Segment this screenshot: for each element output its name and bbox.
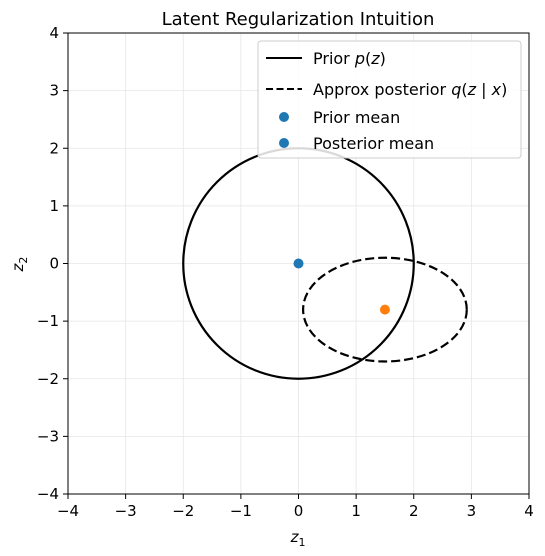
- legend-prior-func: p: [354, 49, 365, 68]
- y-tick-label: −4: [37, 485, 59, 503]
- y-axis-title-main: z: [9, 262, 27, 272]
- x-tick-label: −1: [230, 502, 252, 520]
- x-tick-label: 3: [467, 502, 477, 520]
- legend-box: [257, 40, 522, 159]
- legend-label-posterior: Approx posterior q(z | x): [313, 80, 507, 99]
- y-axis-title-sub: 2: [17, 257, 30, 264]
- legend-prior-prefix: Prior: [313, 49, 355, 68]
- x-tick-label: −2: [172, 502, 194, 520]
- x-tick-label: 4: [524, 502, 534, 520]
- posterior-mean-point: [379, 304, 390, 315]
- legend-posterior-mid: |: [476, 80, 492, 99]
- legend-prior-open: (: [365, 49, 371, 68]
- y-tick-label: 2: [49, 139, 59, 157]
- legend-posterior-close: ): [501, 80, 507, 99]
- x-axis-title-sub: 1: [298, 536, 305, 549]
- x-tick-label: 1: [351, 502, 361, 520]
- legend-prior-var: z: [370, 49, 380, 68]
- y-tick-label: 0: [49, 255, 59, 273]
- chart-title: Latent Regularization Intuition: [162, 9, 435, 30]
- posterior-ellipse: [302, 256, 468, 363]
- x-tick-label: −4: [57, 502, 79, 520]
- legend-marker-posterior-mean: [279, 138, 289, 148]
- x-tick-label: 2: [409, 502, 419, 520]
- legend-posterior-open: (: [461, 80, 467, 99]
- legend-posterior-var: z: [467, 80, 477, 99]
- legend-label-prior: Prior p(z): [313, 49, 386, 68]
- x-tick-label: 0: [294, 502, 304, 520]
- y-axis-title: z2: [9, 257, 30, 273]
- y-tick-label: −2: [37, 370, 59, 388]
- legend-label-posterior-mean: Posterior mean: [313, 134, 434, 153]
- y-tick-label: 4: [49, 24, 59, 42]
- legend-prior-close: ): [380, 49, 386, 68]
- x-axis-title-main: z: [290, 528, 300, 546]
- x-tick-label: −3: [115, 502, 137, 520]
- legend-label-prior-mean: Prior mean: [313, 108, 400, 127]
- ticks: −4 −3 −2 −1 0 1 2 3 4 −4 −3 −2 −1 0 1 2 3 4: [37, 24, 534, 520]
- y-tick-label: −1: [37, 312, 59, 330]
- legend: Prior p(z) Approx posterior q(z | x) Pri…: [257, 40, 522, 159]
- legend-posterior-prefix: Approx posterior: [313, 80, 451, 99]
- y-tick-label: 1: [49, 197, 59, 215]
- y-tick-label: 3: [49, 82, 59, 100]
- legend-posterior-var2: x: [491, 80, 502, 99]
- y-tick-label: −3: [37, 427, 59, 445]
- legend-marker-prior-mean: [279, 112, 289, 122]
- prior-mean-point: [293, 258, 304, 269]
- legend-posterior-func: q: [451, 80, 461, 99]
- x-axis-title: z1: [290, 528, 306, 549]
